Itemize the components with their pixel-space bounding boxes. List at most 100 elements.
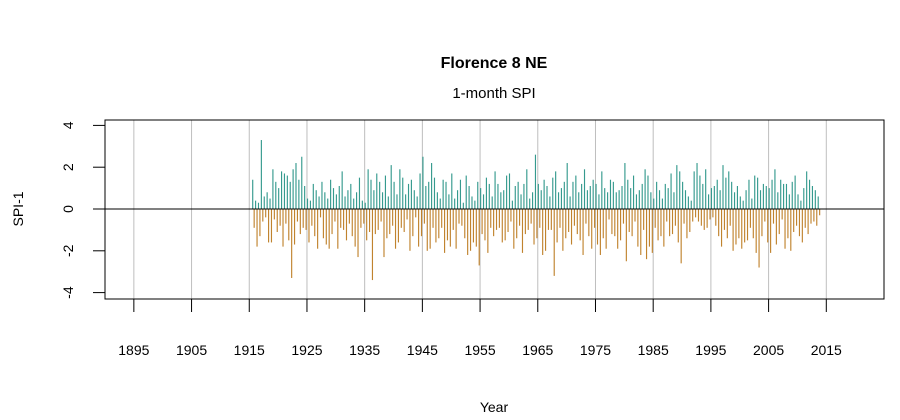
y-tick-label: 2 xyxy=(60,163,76,171)
spi-bar xyxy=(442,179,444,209)
spi-bar xyxy=(276,209,278,232)
spi-bar xyxy=(504,209,506,241)
spi-bar xyxy=(627,179,629,209)
spi-bar xyxy=(335,194,337,209)
spi-bar xyxy=(285,209,287,224)
spi-bar xyxy=(683,209,685,224)
spi-bar xyxy=(409,209,411,251)
spi-bar xyxy=(269,198,271,209)
spi-bar xyxy=(449,209,451,247)
spi-bar xyxy=(595,183,597,209)
spi-bar xyxy=(807,209,809,235)
spi-bar xyxy=(607,192,609,209)
spi-bar xyxy=(384,175,387,209)
spi-bar xyxy=(317,209,319,249)
spi-bar xyxy=(647,175,649,209)
spi-bar xyxy=(814,190,816,209)
spi-bar xyxy=(581,183,583,209)
spi-bar xyxy=(428,181,430,209)
y-tick-label: -2 xyxy=(60,244,76,257)
spi-bar xyxy=(604,188,606,209)
spi-bar xyxy=(454,198,456,209)
spi-bar xyxy=(337,209,339,249)
spi-bar xyxy=(380,209,382,222)
spi-bar xyxy=(656,181,658,209)
spi-bar xyxy=(562,209,564,251)
spi-bar xyxy=(547,209,550,230)
spi-bar xyxy=(622,209,625,224)
spi-bar xyxy=(570,209,573,245)
spi-bar xyxy=(632,175,635,209)
spi-bar xyxy=(431,163,433,209)
spi-bar xyxy=(770,209,772,253)
spi-bar xyxy=(771,179,773,209)
spi-bar xyxy=(495,209,498,230)
spi-bar xyxy=(692,209,694,222)
spi-bar xyxy=(706,209,708,228)
spi-bar xyxy=(666,209,668,222)
spi-bar xyxy=(764,209,766,222)
spi-bar xyxy=(533,209,535,245)
x-axis-label: Year xyxy=(480,399,509,415)
spi-bar xyxy=(536,209,538,239)
spi-bar xyxy=(722,165,724,209)
spi-bar xyxy=(615,192,617,209)
spi-bar xyxy=(768,188,770,209)
spi-bar xyxy=(540,190,542,209)
spi-bar xyxy=(803,188,805,209)
x-axis: 1895 1905 1915 1925 1935 1945 1955 1965 1975 1985… xyxy=(118,299,842,358)
spi-bar xyxy=(519,209,521,226)
spi-bar xyxy=(794,175,796,209)
y-axis-label: SPI-1 xyxy=(10,191,26,226)
spi-bar xyxy=(338,186,340,209)
spi-bar xyxy=(798,209,801,237)
spi-bar xyxy=(758,209,760,268)
spi-bar xyxy=(718,209,720,237)
spi-bar xyxy=(784,209,786,249)
spi-bar xyxy=(407,183,410,209)
spi-bar xyxy=(661,198,663,209)
spi-bar xyxy=(433,177,436,209)
spi-bar xyxy=(621,186,623,209)
spi-bar xyxy=(272,169,274,209)
spi-bar xyxy=(539,209,541,228)
spi-bar xyxy=(410,179,412,209)
spi-bar xyxy=(755,209,757,253)
spi-bar xyxy=(367,169,369,209)
spi-bar xyxy=(583,169,586,209)
spi-bar xyxy=(344,196,346,209)
spi-bar xyxy=(601,171,603,209)
spi-bar xyxy=(260,140,262,209)
spi-bar xyxy=(555,171,557,209)
spi-bar xyxy=(808,179,811,209)
spi-bar xyxy=(813,209,815,222)
spi-bar xyxy=(651,209,653,253)
spi-bar xyxy=(289,181,291,209)
spi-bar xyxy=(653,198,655,209)
y-tick-label: -4 xyxy=(60,286,76,299)
spi-bar xyxy=(726,209,728,239)
spi-bar xyxy=(253,209,255,228)
spi-bar xyxy=(324,192,326,209)
spi-bar xyxy=(452,209,454,230)
spi-bar xyxy=(373,190,375,209)
spi-bar xyxy=(757,177,759,209)
spi-bar xyxy=(413,190,415,209)
spi-bar xyxy=(455,209,457,249)
spi-bar xyxy=(749,209,751,228)
spi-bar xyxy=(275,181,277,209)
spi-bar xyxy=(485,177,487,209)
spi-bar xyxy=(787,209,789,239)
spi-bar xyxy=(381,192,384,209)
spi-bar xyxy=(425,186,427,209)
spi-bar xyxy=(471,196,473,209)
spi-bar xyxy=(469,209,472,251)
spi-bar xyxy=(529,198,531,209)
spi-bar xyxy=(594,209,596,228)
spi-bar xyxy=(542,209,544,255)
spi-bar xyxy=(327,198,329,209)
spi-bar xyxy=(354,209,356,247)
spi-bar xyxy=(462,202,464,209)
spi-bar xyxy=(488,183,490,209)
